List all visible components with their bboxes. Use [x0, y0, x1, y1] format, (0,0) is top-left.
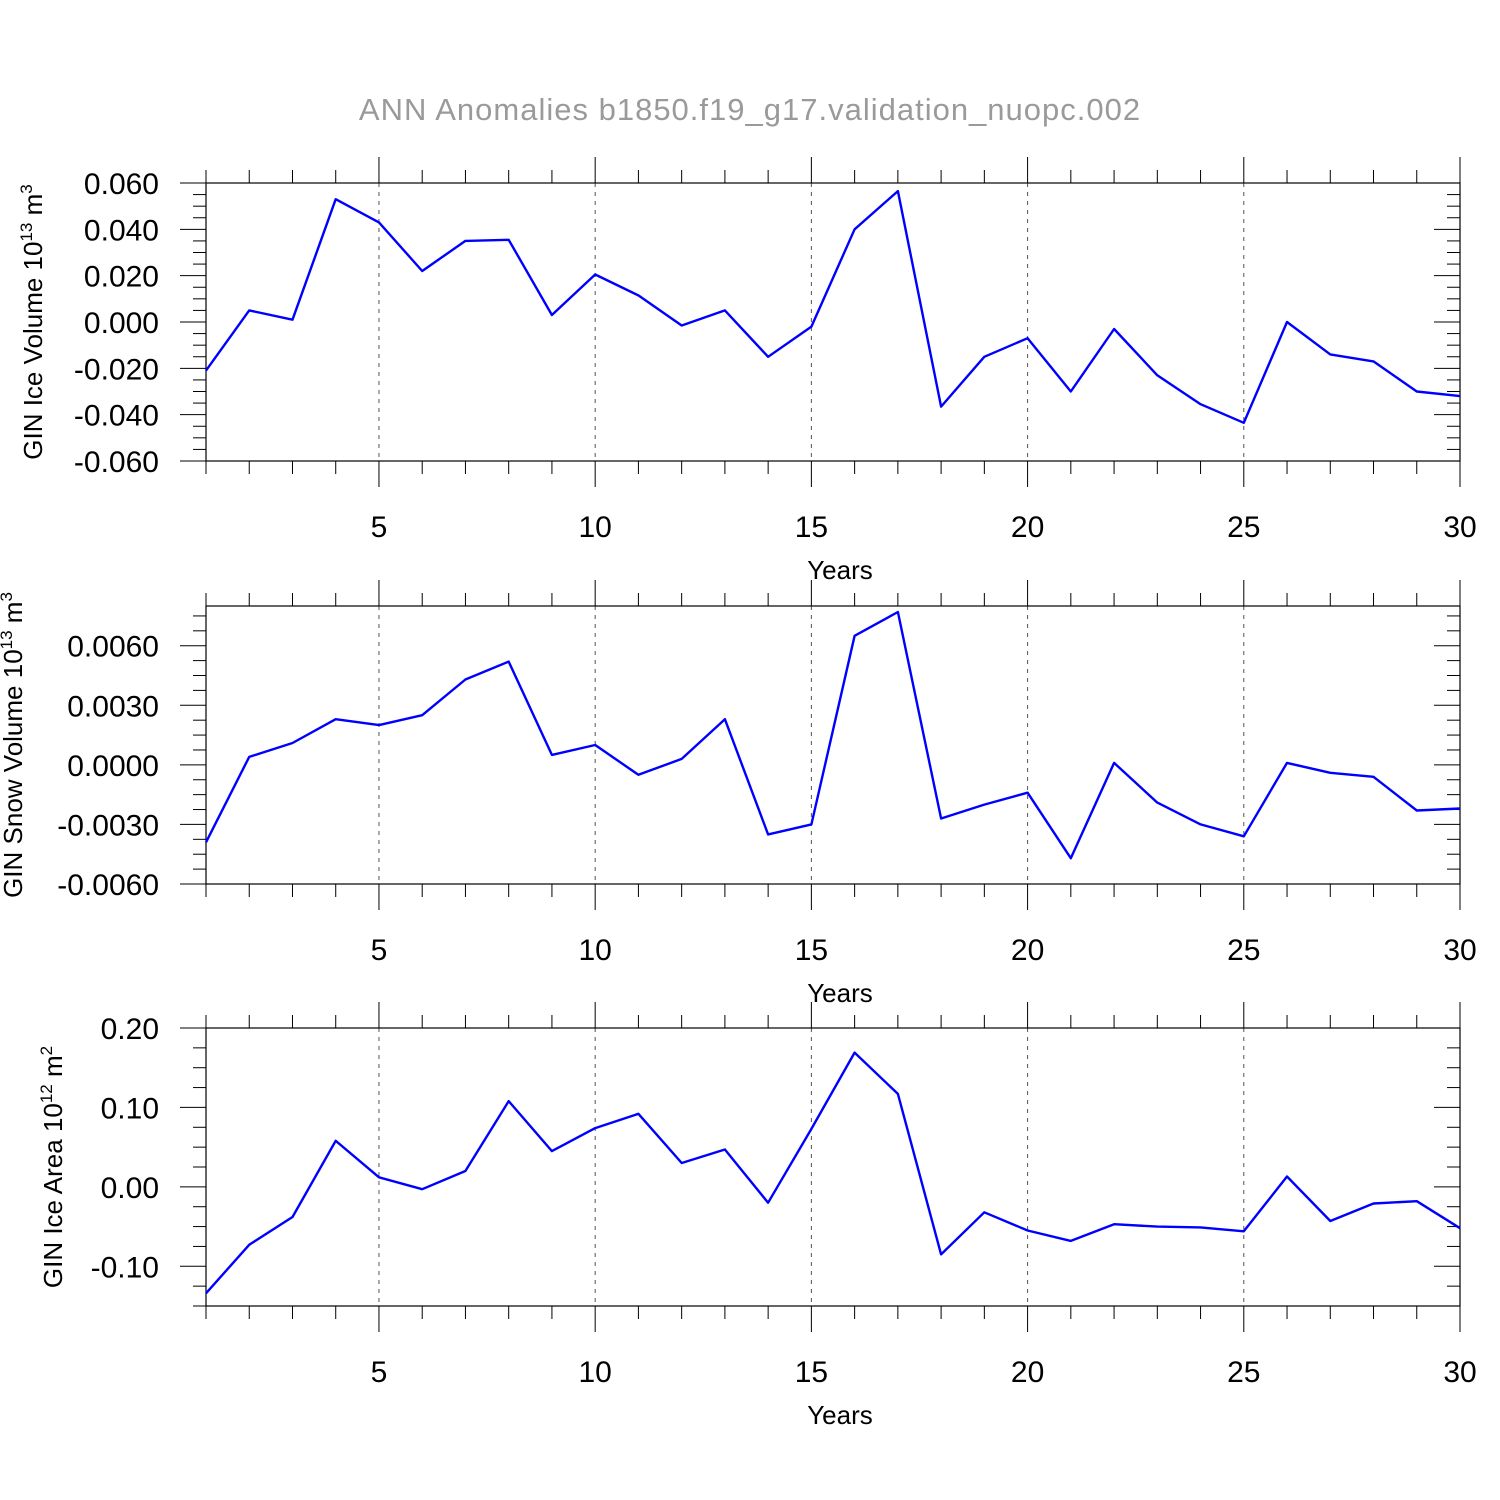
y-tick-label: 0.060 — [84, 168, 159, 201]
y-tick-label: 0.0030 — [67, 690, 159, 723]
y-tick-label: -0.10 — [91, 1251, 159, 1284]
y-tick-label: -0.060 — [74, 446, 159, 479]
y-tick-label: 0.10 — [101, 1092, 159, 1125]
x-tick-label: 5 — [371, 1356, 388, 1389]
y-tick-label: 0.000 — [84, 307, 159, 340]
y-axis-label: GIN Snow Volume 1013 m3 — [0, 592, 28, 898]
y-tick-label: -0.0060 — [57, 869, 159, 902]
y-tick-label: 0.040 — [84, 214, 159, 247]
series-line — [205, 1051, 1461, 1295]
x-tick-label: 20 — [1011, 511, 1044, 544]
x-tick-label: 20 — [1011, 934, 1044, 967]
y-tick-label: -0.0030 — [57, 809, 159, 842]
y-tick-label: 0.020 — [84, 261, 159, 294]
y-tick-label: -0.040 — [74, 400, 159, 433]
y-tick-label: 0.0000 — [67, 750, 159, 783]
y-tick-label: 0.0060 — [67, 631, 159, 664]
series-line — [205, 189, 1461, 424]
plot-frame — [205, 605, 1461, 885]
x-tick-label: 5 — [371, 511, 388, 544]
plot-frame — [205, 182, 1461, 462]
x-tick-label: 25 — [1227, 934, 1260, 967]
x-axis-label: Years — [807, 555, 873, 585]
x-tick-label: 5 — [371, 934, 388, 967]
panel-snow-volume: 5 10 15 20 25 30 Years -0.0060 -0.0030 0.0000 0.00… — [0, 580, 1477, 1008]
y-axis-label: GIN Ice Area 1012 m2 — [37, 1046, 68, 1288]
x-tick-label: 10 — [578, 934, 611, 967]
y-tick-label: 0.20 — [101, 1013, 159, 1046]
x-tick-label: 30 — [1443, 1356, 1476, 1389]
x-tick-label: 20 — [1011, 1356, 1044, 1389]
x-tick-label: 30 — [1443, 934, 1476, 967]
panel-ice-area: 5 10 15 20 25 30 Years -0.10 0.00 0.10 0.20 GIN Ice… — [37, 1002, 1477, 1430]
y-tick-label: -0.020 — [74, 353, 159, 386]
panel-ice-volume: 5 10 15 20 25 30 Years -0.060 -0.040 -0.020 0.000 0… — [17, 157, 1477, 585]
series-line — [204, 610, 1461, 860]
x-tick-label: 15 — [795, 511, 828, 544]
x-tick-label: 15 — [795, 934, 828, 967]
y-tick-label: 0.00 — [101, 1172, 159, 1205]
x-axis-label: Years — [807, 978, 873, 1008]
chart-title: ANN Anomalies b1850.f19_g17.validation_n… — [359, 92, 1141, 127]
x-tick-label: 30 — [1443, 511, 1476, 544]
plot-frame — [205, 1027, 1461, 1307]
x-tick-label: 10 — [578, 511, 611, 544]
x-tick-label: 10 — [578, 1356, 611, 1389]
x-axis-label: Years — [807, 1400, 873, 1430]
x-tick-label: 25 — [1227, 1356, 1260, 1389]
x-tick-label: 15 — [795, 1356, 828, 1389]
y-axis-label: GIN Ice Volume 1013 m3 — [17, 184, 48, 460]
x-tick-label: 25 — [1227, 511, 1260, 544]
